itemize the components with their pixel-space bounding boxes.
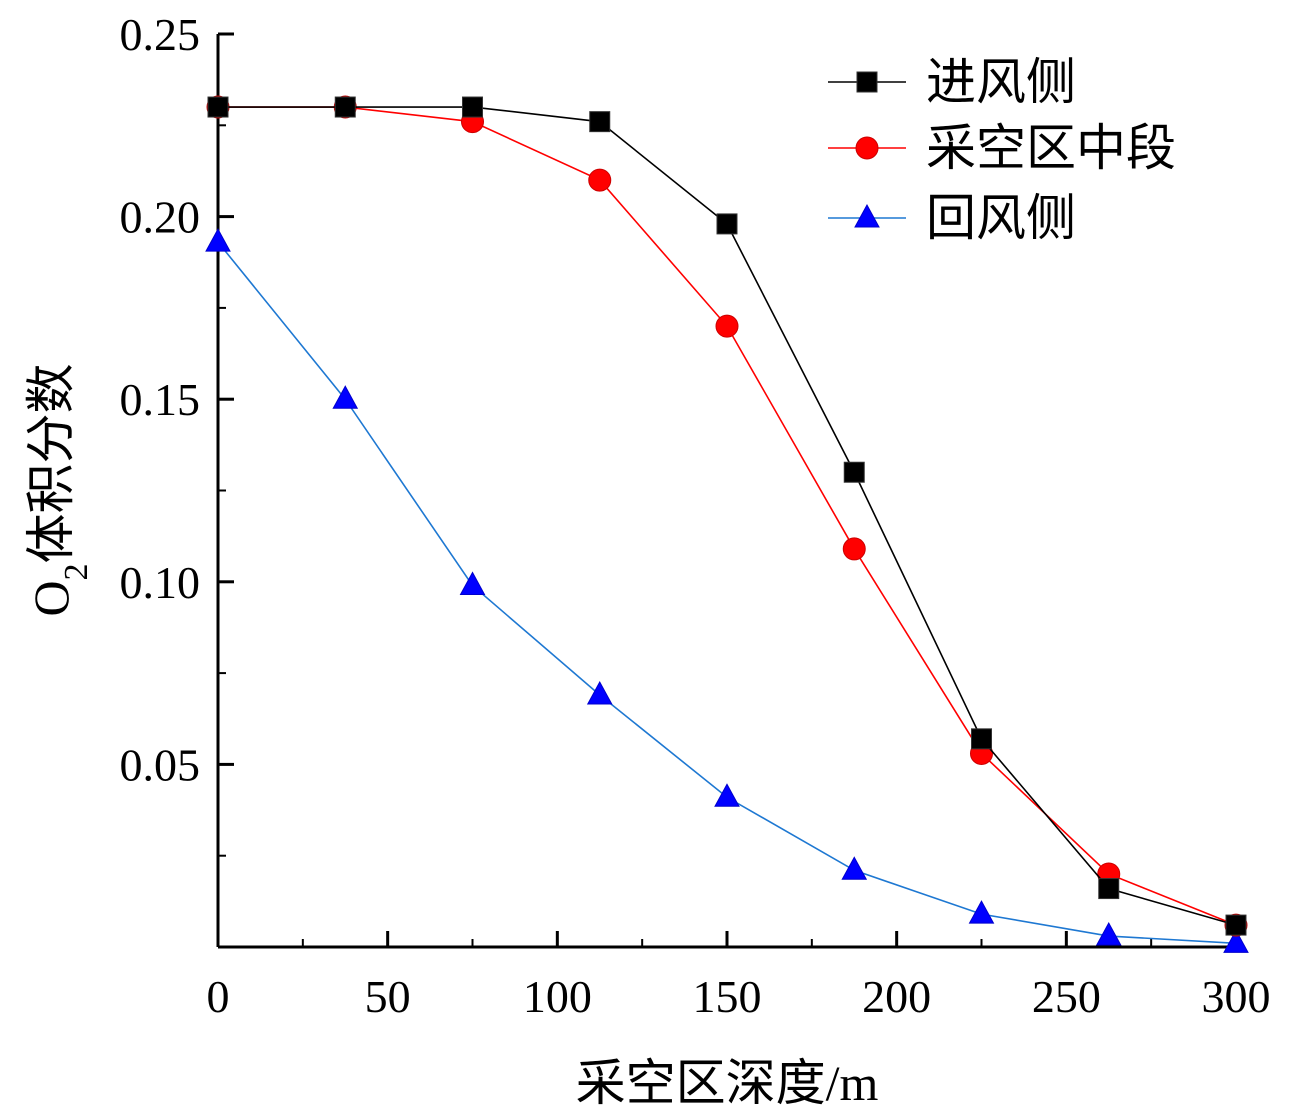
- series-layer: [205, 95, 1249, 953]
- x-tick-label: 50: [365, 971, 411, 1022]
- data-point: [843, 461, 865, 483]
- legend-label: 回风侧: [926, 190, 1076, 246]
- legend-item-0: 进风侧: [828, 54, 1076, 110]
- data-point: [714, 783, 740, 807]
- series-0: [207, 96, 1247, 936]
- data-point: [968, 900, 995, 924]
- x-tick-label: 200: [862, 971, 931, 1022]
- legend-marker: [854, 203, 880, 228]
- y-title-suffix: 体积分数: [23, 363, 79, 563]
- y-tick-label: 0.25: [120, 9, 201, 60]
- x-axis-title: 采空区深度/m: [576, 1055, 879, 1111]
- data-point: [332, 385, 359, 409]
- data-point: [205, 228, 231, 252]
- data-point: [1095, 921, 1122, 946]
- x-tick-label: 250: [1032, 971, 1101, 1022]
- data-point: [1223, 929, 1249, 953]
- data-point: [841, 856, 868, 880]
- y-tick-label: 0.15: [120, 374, 201, 425]
- legend-marker: [856, 71, 878, 93]
- legend-label: 进风侧: [926, 54, 1076, 110]
- data-point: [1098, 878, 1120, 900]
- x-tick-label: 150: [693, 971, 762, 1022]
- legend-item-2: 回风侧: [828, 190, 1076, 246]
- y-tick-label: 0.10: [120, 557, 201, 608]
- x-tick-label: 100: [523, 971, 592, 1022]
- y-axis-title: O2体积分数: [23, 363, 95, 616]
- y-title-subscript: 2: [58, 563, 95, 580]
- data-point: [334, 96, 356, 118]
- data-point: [462, 96, 483, 118]
- data-point: [589, 111, 611, 133]
- x-tick-label: 0: [207, 971, 230, 1022]
- data-point: [588, 168, 612, 192]
- data-point: [586, 680, 613, 705]
- data-point: [842, 537, 866, 561]
- x-tick-label: 300: [1202, 971, 1271, 1022]
- y-title-prefix: O: [23, 580, 79, 616]
- legend-label: 采空区中段: [926, 120, 1176, 176]
- data-point: [459, 571, 486, 595]
- data-point: [715, 314, 739, 338]
- ticks: 0 50 100 150 200 250 300 0.05 0.10 0.15 0.20 0.25: [120, 9, 1271, 1022]
- data-point: [1225, 914, 1247, 936]
- data-point: [716, 213, 738, 235]
- y-tick-label: 0.05: [120, 739, 201, 790]
- series-line: [217, 241, 1237, 945]
- y-tick-label: 0.20: [120, 192, 201, 243]
- legend-marker: [855, 136, 879, 160]
- legend-item-1: 采空区中段: [828, 120, 1176, 176]
- series-2: [205, 228, 1249, 953]
- data-point: [971, 728, 992, 750]
- data-point: [207, 96, 229, 118]
